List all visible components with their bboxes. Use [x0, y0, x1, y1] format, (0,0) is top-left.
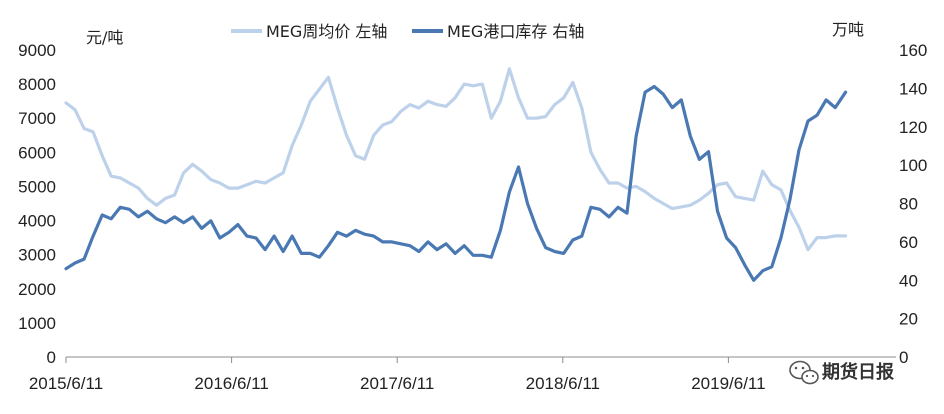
left-axis-tick-label: 3000: [18, 246, 56, 265]
x-axis-tick-label: 2017/6/11: [360, 374, 434, 393]
left-axis-tick-label: 8000: [18, 75, 56, 94]
watermark-text: 期货日报: [822, 361, 894, 383]
right-axis-tick-label: 40: [899, 271, 918, 290]
left-axis-tick-label: 6000: [18, 143, 56, 162]
watermark: 期货日报: [789, 360, 894, 385]
x-axis-tick-marks: [65, 357, 729, 363]
x-axis-tick-label: 2019/6/11: [691, 374, 765, 393]
right-axis-tick-label: 100: [899, 156, 927, 175]
x-axis-tick-label: 2016/6/11: [194, 374, 268, 393]
left-axis-tick-label: 7000: [18, 109, 56, 128]
left-axis-tick-label: 1000: [18, 314, 56, 333]
left-axis-tick-label: 5000: [18, 177, 56, 196]
right-axis-tick-label: 120: [899, 118, 927, 137]
right-axis-tick-label: 80: [899, 195, 918, 214]
right-axis-tick-label: 160: [899, 41, 927, 60]
left-axis-tick-label: 9000: [18, 41, 56, 60]
right-axis-tick-label: 140: [899, 79, 927, 98]
x-axis-tick-label: 2018/6/11: [526, 374, 600, 393]
right-axis-tick-label: 0: [899, 348, 908, 367]
x-axis-ticks: 2015/6/11 2016/6/11 2017/6/11 2018/6/11 2019…: [29, 374, 766, 393]
right-axis-tick-label: 20: [899, 310, 918, 329]
series-layer: [64, 67, 848, 282]
left-axis-tick-label: 2000: [18, 280, 56, 299]
left-axis-tick-label: 4000: [18, 212, 56, 231]
wechat-icon: [789, 360, 819, 385]
left-axis-ticks: 0 1000 2000 3000 4000 5000 6000 7000 8000 9000: [18, 41, 56, 367]
legend-label-meg-price: MEG周均价 左轴: [266, 22, 387, 41]
legend: MEG周均价 左轴 MEG港口库存 右轴: [231, 22, 584, 41]
x-axis-tick-label: 2015/6/11: [29, 374, 103, 393]
right-axis-unit: 万吨: [832, 20, 864, 39]
legend-label-meg-inventory: MEG港口库存 右轴: [447, 22, 584, 41]
left-axis-tick-label: 0: [47, 348, 56, 367]
right-axis-ticks: 0 20 40 60 80 100 120 140 160: [899, 41, 927, 367]
series-line-meg-inventory: [64, 84, 848, 282]
right-axis-tick-label: 60: [899, 233, 918, 252]
left-axis-unit: 元/吨: [86, 28, 123, 47]
